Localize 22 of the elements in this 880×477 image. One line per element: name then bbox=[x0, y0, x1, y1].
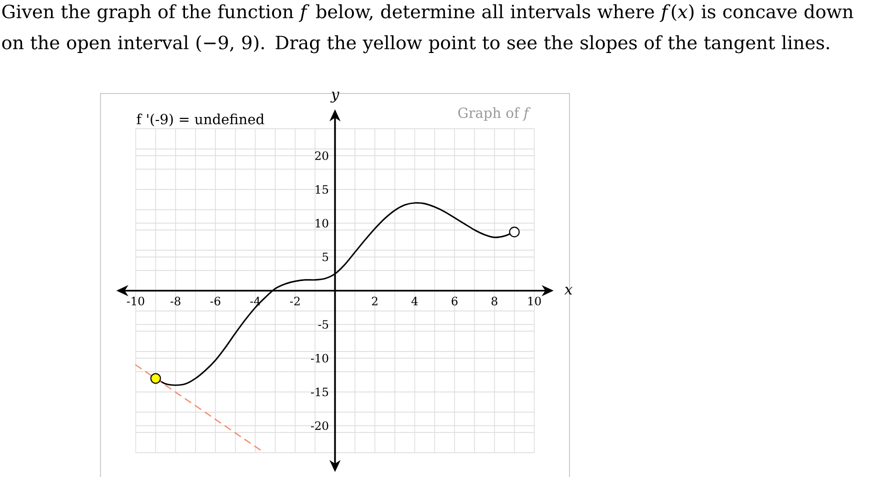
x-tick-label: 8 bbox=[492, 296, 498, 306]
x-tick-label: -8 bbox=[170, 296, 180, 306]
y-axis-title: y bbox=[330, 92, 340, 103]
x-tick-label: -6 bbox=[210, 296, 220, 306]
y-tick-label: -15 bbox=[311, 388, 328, 396]
text: Graph of f bbox=[458, 107, 531, 121]
y-tick-label: 15 bbox=[316, 185, 328, 194]
x-tick-label: -10 bbox=[126, 296, 144, 306]
x-tick-label: 6 bbox=[452, 296, 458, 306]
y-tick-label: 20 bbox=[315, 151, 328, 160]
y-tick-label: -20 bbox=[311, 421, 328, 430]
x-tick-label: -2 bbox=[290, 296, 300, 306]
x-tick-label: 4 bbox=[411, 296, 418, 306]
y-tick-label: 10 bbox=[316, 218, 328, 228]
x-tick-label: 2 bbox=[372, 296, 378, 306]
y-tick-label: -5 bbox=[318, 320, 328, 329]
x-axis-title: x bbox=[564, 286, 572, 294]
y-tick-label: 5 bbox=[322, 252, 328, 262]
x-tick-label: 10 bbox=[528, 296, 541, 306]
y-tick-label: -10 bbox=[311, 354, 328, 363]
chart-title: Given the graph of the function f below, determine all intervals where f(x) is concave down on the open interval (−9, 9). Drag the yellow point to see the slopes of the tangent lines. bbox=[2, 4, 854, 54]
text: f '(-9) = undefined bbox=[136, 114, 264, 126]
